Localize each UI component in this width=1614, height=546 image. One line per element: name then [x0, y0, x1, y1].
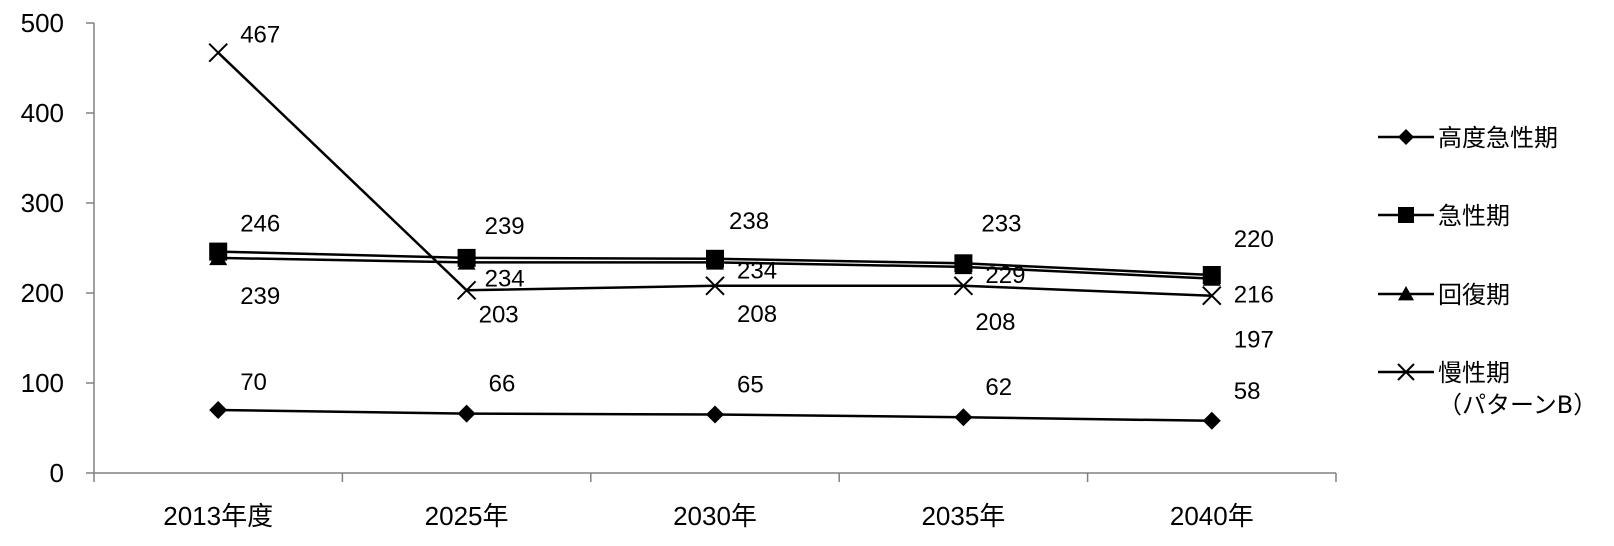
data-point: [457, 404, 476, 423]
legend-item-4: 慢性期 （パターンB）: [1378, 359, 1597, 419]
data-label: 70: [240, 369, 267, 396]
legend-item-1: 高度急性期: [1378, 124, 1558, 152]
legend-marker: [1398, 286, 1414, 301]
x-tick-label: 2040年: [1170, 501, 1254, 531]
y-tick-label: 500: [21, 8, 64, 38]
legend-label: （パターンB）: [1438, 391, 1597, 419]
legend-label: 慢性期: [1438, 359, 1510, 387]
data-point: [209, 248, 228, 266]
data-point: [953, 276, 974, 296]
data-label: 203: [479, 301, 519, 328]
data-label: 239: [240, 283, 280, 310]
data-label: 234: [485, 265, 525, 292]
data-point: [1202, 285, 1222, 306]
markers: [208, 42, 1222, 430]
data-point: [209, 401, 228, 419]
legend-marker: [1398, 207, 1414, 223]
axes: 0 100 200 300 400 500 2013年度 2025年 2030年 2035年 204…: [21, 8, 1337, 531]
data-labels: 70 66 65 62 58 246 239 238 233 220 239 234 234 229 216…: [240, 22, 1274, 405]
data-label: 62: [985, 374, 1012, 401]
data-point: [456, 280, 477, 301]
data-label: 216: [1234, 282, 1274, 309]
data-label: 239: [485, 213, 525, 240]
data-label: 65: [737, 372, 764, 399]
x-tick-label: 2025年: [425, 501, 509, 531]
x-tick-label: 2030年: [673, 501, 757, 531]
data-point: [457, 253, 476, 270]
data-point: [706, 253, 724, 270]
data-label: 208: [737, 301, 777, 328]
data-label: 220: [1234, 226, 1274, 253]
data-point: [706, 405, 724, 424]
data-point: [1202, 269, 1221, 286]
legend-marker: [1398, 129, 1414, 145]
data-label: 234: [737, 257, 777, 284]
data-label: 229: [985, 262, 1025, 289]
series-lines: [217, 51, 1212, 423]
data-label: 246: [240, 211, 280, 238]
y-tick-label: 200: [21, 278, 64, 308]
data-label: 467: [240, 22, 280, 49]
x-tick-label: 2035年: [921, 501, 1005, 531]
legend-item-2: 急性期: [1378, 202, 1510, 230]
data-label: 58: [1234, 378, 1261, 405]
data-point: [954, 408, 973, 427]
data-label: 233: [981, 210, 1021, 237]
data-label: 238: [729, 208, 769, 235]
x-tick-label: 2013年度: [163, 501, 273, 531]
y-tick-label: 0: [50, 458, 64, 488]
data-label: 197: [1234, 327, 1274, 354]
legend-marker: [1397, 363, 1415, 381]
y-tick-label: 400: [21, 98, 64, 128]
data-label: 66: [489, 371, 516, 398]
data-label: 208: [975, 309, 1015, 336]
data-point: [705, 276, 725, 296]
data-point: [954, 257, 973, 275]
data-point: [1202, 411, 1221, 430]
legend-label: 高度急性期: [1438, 124, 1558, 152]
legend-label: 急性期: [1438, 202, 1510, 230]
legend-label: 回復期: [1438, 281, 1510, 309]
y-tick-label: 100: [21, 368, 64, 398]
data-point: [208, 42, 228, 63]
y-tick-label: 300: [21, 188, 64, 218]
legend-item-3: 回復期: [1378, 281, 1510, 309]
